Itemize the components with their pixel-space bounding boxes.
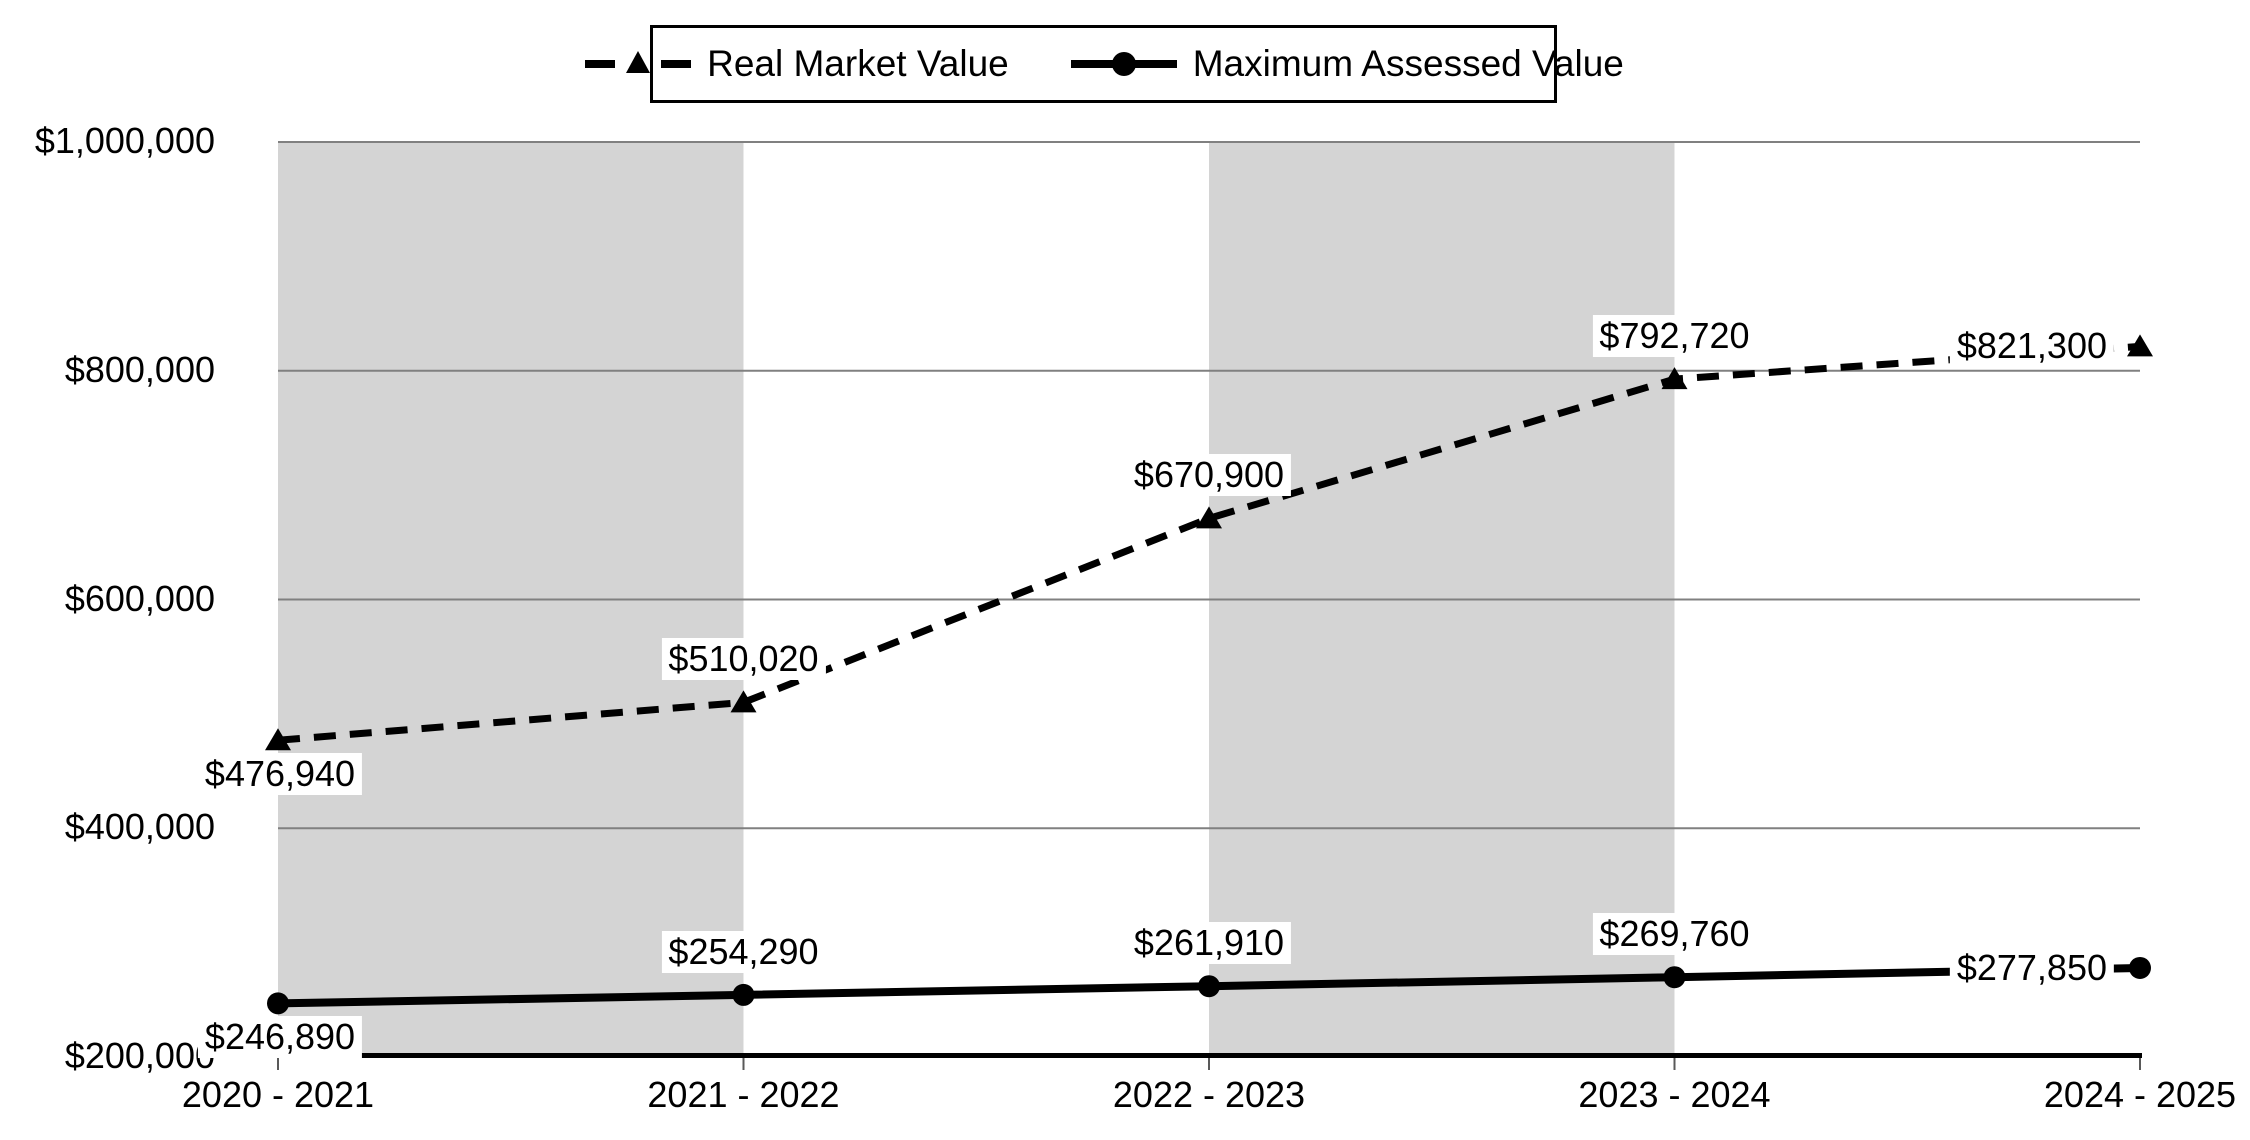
marker-circle bbox=[2129, 956, 2151, 979]
y-axis-tick-label: $200,000 bbox=[64, 1035, 215, 1077]
y-axis-tick-label: $800,000 bbox=[64, 348, 215, 390]
x-axis-tick-label: 2023 - 2024 bbox=[1578, 1074, 1771, 1115]
data-label-real-market-value: $792,720 bbox=[1592, 315, 1757, 358]
legend-item-label: Maximum Assessed Value bbox=[1192, 43, 1624, 84]
data-label-maximum-assessed-value: $254,290 bbox=[661, 930, 826, 973]
x-axis-tick-label: 2024 - 2025 bbox=[2043, 1074, 2237, 1115]
marker-triangle bbox=[1196, 506, 1222, 529]
marker-triangle bbox=[730, 690, 757, 713]
shaded-band bbox=[1209, 143, 1675, 1053]
legend-item-real-market-value: Real Market Value bbox=[583, 42, 1009, 86]
legend-item-label: Real Market Value bbox=[707, 43, 1009, 84]
y-axis-tick-label: $600,000 bbox=[64, 577, 215, 619]
data-label-maximum-assessed-value: $269,760 bbox=[1592, 913, 1757, 956]
x-axis-tick-label: 2021 - 2022 bbox=[647, 1074, 840, 1115]
marker-triangle bbox=[2127, 334, 2153, 357]
shaded-band bbox=[278, 143, 744, 1053]
y-axis-tick-label: $400,000 bbox=[64, 806, 215, 848]
legend-swatch-dashed-triangle-icon bbox=[585, 51, 692, 73]
marker-circle bbox=[1198, 975, 1220, 998]
legend-swatch-solid-circle-icon bbox=[1070, 52, 1177, 76]
marker-circle bbox=[267, 992, 289, 1015]
data-label-real-market-value: $476,940 bbox=[197, 753, 363, 796]
data-label-maximum-assessed-value: $277,850 bbox=[1949, 946, 2114, 989]
data-label-real-market-value: $670,900 bbox=[1126, 454, 1292, 497]
marker-triangle bbox=[265, 728, 291, 751]
marker-triangle bbox=[1661, 367, 1688, 390]
y-axis-tick-label: $1,000,000 bbox=[34, 120, 215, 162]
x-axis-line bbox=[276, 1053, 2142, 1058]
marker-circle bbox=[732, 983, 755, 1006]
x-axis-tick-label: 2022 - 2023 bbox=[1112, 1074, 1306, 1115]
legend: Real Market Value Maximum Assessed Value bbox=[585, 25, 1624, 103]
data-label-maximum-assessed-value: $246,890 bbox=[197, 1016, 363, 1059]
marker-circle bbox=[1663, 966, 1686, 989]
data-label-maximum-assessed-value: $261,910 bbox=[1126, 922, 1292, 965]
legend-item-maximum-assessed-value: Maximum Assessed Value bbox=[1069, 42, 1624, 86]
x-axis-tick-label: 2020 - 2021 bbox=[181, 1074, 375, 1115]
data-label-real-market-value: $510,020 bbox=[661, 638, 826, 681]
data-label-real-market-value: $821,300 bbox=[1949, 325, 2114, 368]
